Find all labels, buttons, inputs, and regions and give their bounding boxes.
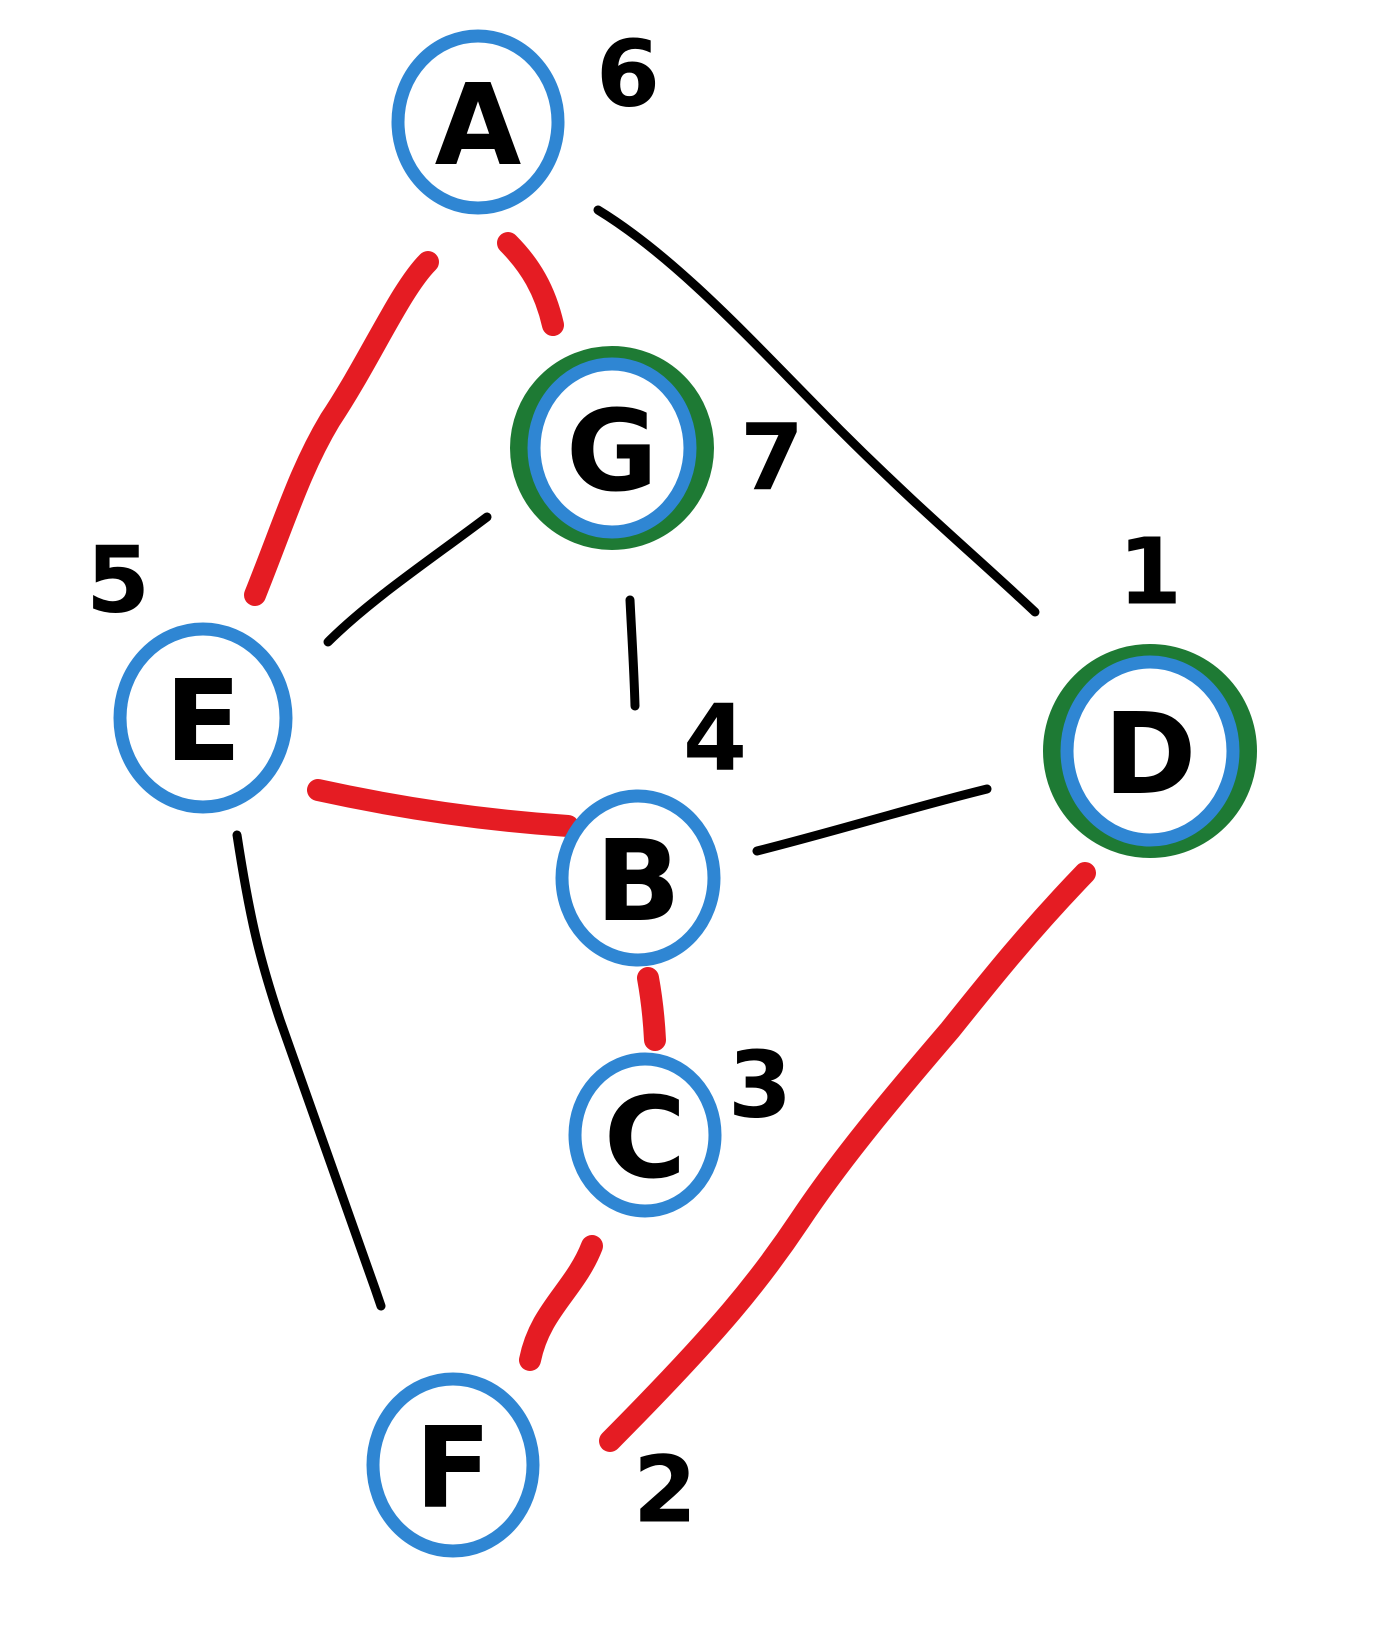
node-selected-ring <box>510 346 714 550</box>
node-number: 5 <box>86 527 150 634</box>
node-d: D1 <box>1043 519 1257 858</box>
node-label: E <box>165 657 242 787</box>
edge-g-b <box>625 595 640 711</box>
node-number: 3 <box>728 1032 792 1139</box>
node-ring <box>366 1372 540 1558</box>
node-ring <box>1060 655 1240 847</box>
node-label: F <box>415 1404 492 1534</box>
edge-highlight-c-f <box>519 1235 603 1371</box>
node-ring <box>527 357 697 539</box>
node-ring <box>568 1052 722 1218</box>
node-selected-ring <box>1043 644 1257 858</box>
node-ring <box>555 789 721 967</box>
node-label: A <box>435 61 522 191</box>
node-label: B <box>595 817 680 947</box>
node-b: B4 <box>555 685 747 967</box>
node-label: D <box>1104 690 1197 820</box>
edge-highlight-a-e <box>244 251 439 606</box>
node-number: 2 <box>633 1437 697 1544</box>
edge-highlight-b-c <box>637 967 666 1051</box>
node-label: G <box>566 387 658 517</box>
node-number: 1 <box>1118 519 1182 626</box>
edges-layer <box>232 205 1096 1452</box>
edge-highlight-d-f <box>599 862 1096 1452</box>
node-number: 7 <box>740 405 804 512</box>
edge-e-f <box>232 830 386 1311</box>
edge-b-d <box>752 784 992 856</box>
edge-highlight-e-b <box>307 779 579 837</box>
edge-a-d <box>593 205 1040 617</box>
node-ring <box>113 622 293 814</box>
node-ring <box>391 29 565 215</box>
node-number: 4 <box>683 685 747 792</box>
node-number: 6 <box>596 21 660 128</box>
node-e: E5 <box>86 527 293 814</box>
node-label: C <box>604 1074 686 1204</box>
edge-g-e <box>323 512 492 647</box>
edge-highlight-a-g <box>497 232 564 336</box>
